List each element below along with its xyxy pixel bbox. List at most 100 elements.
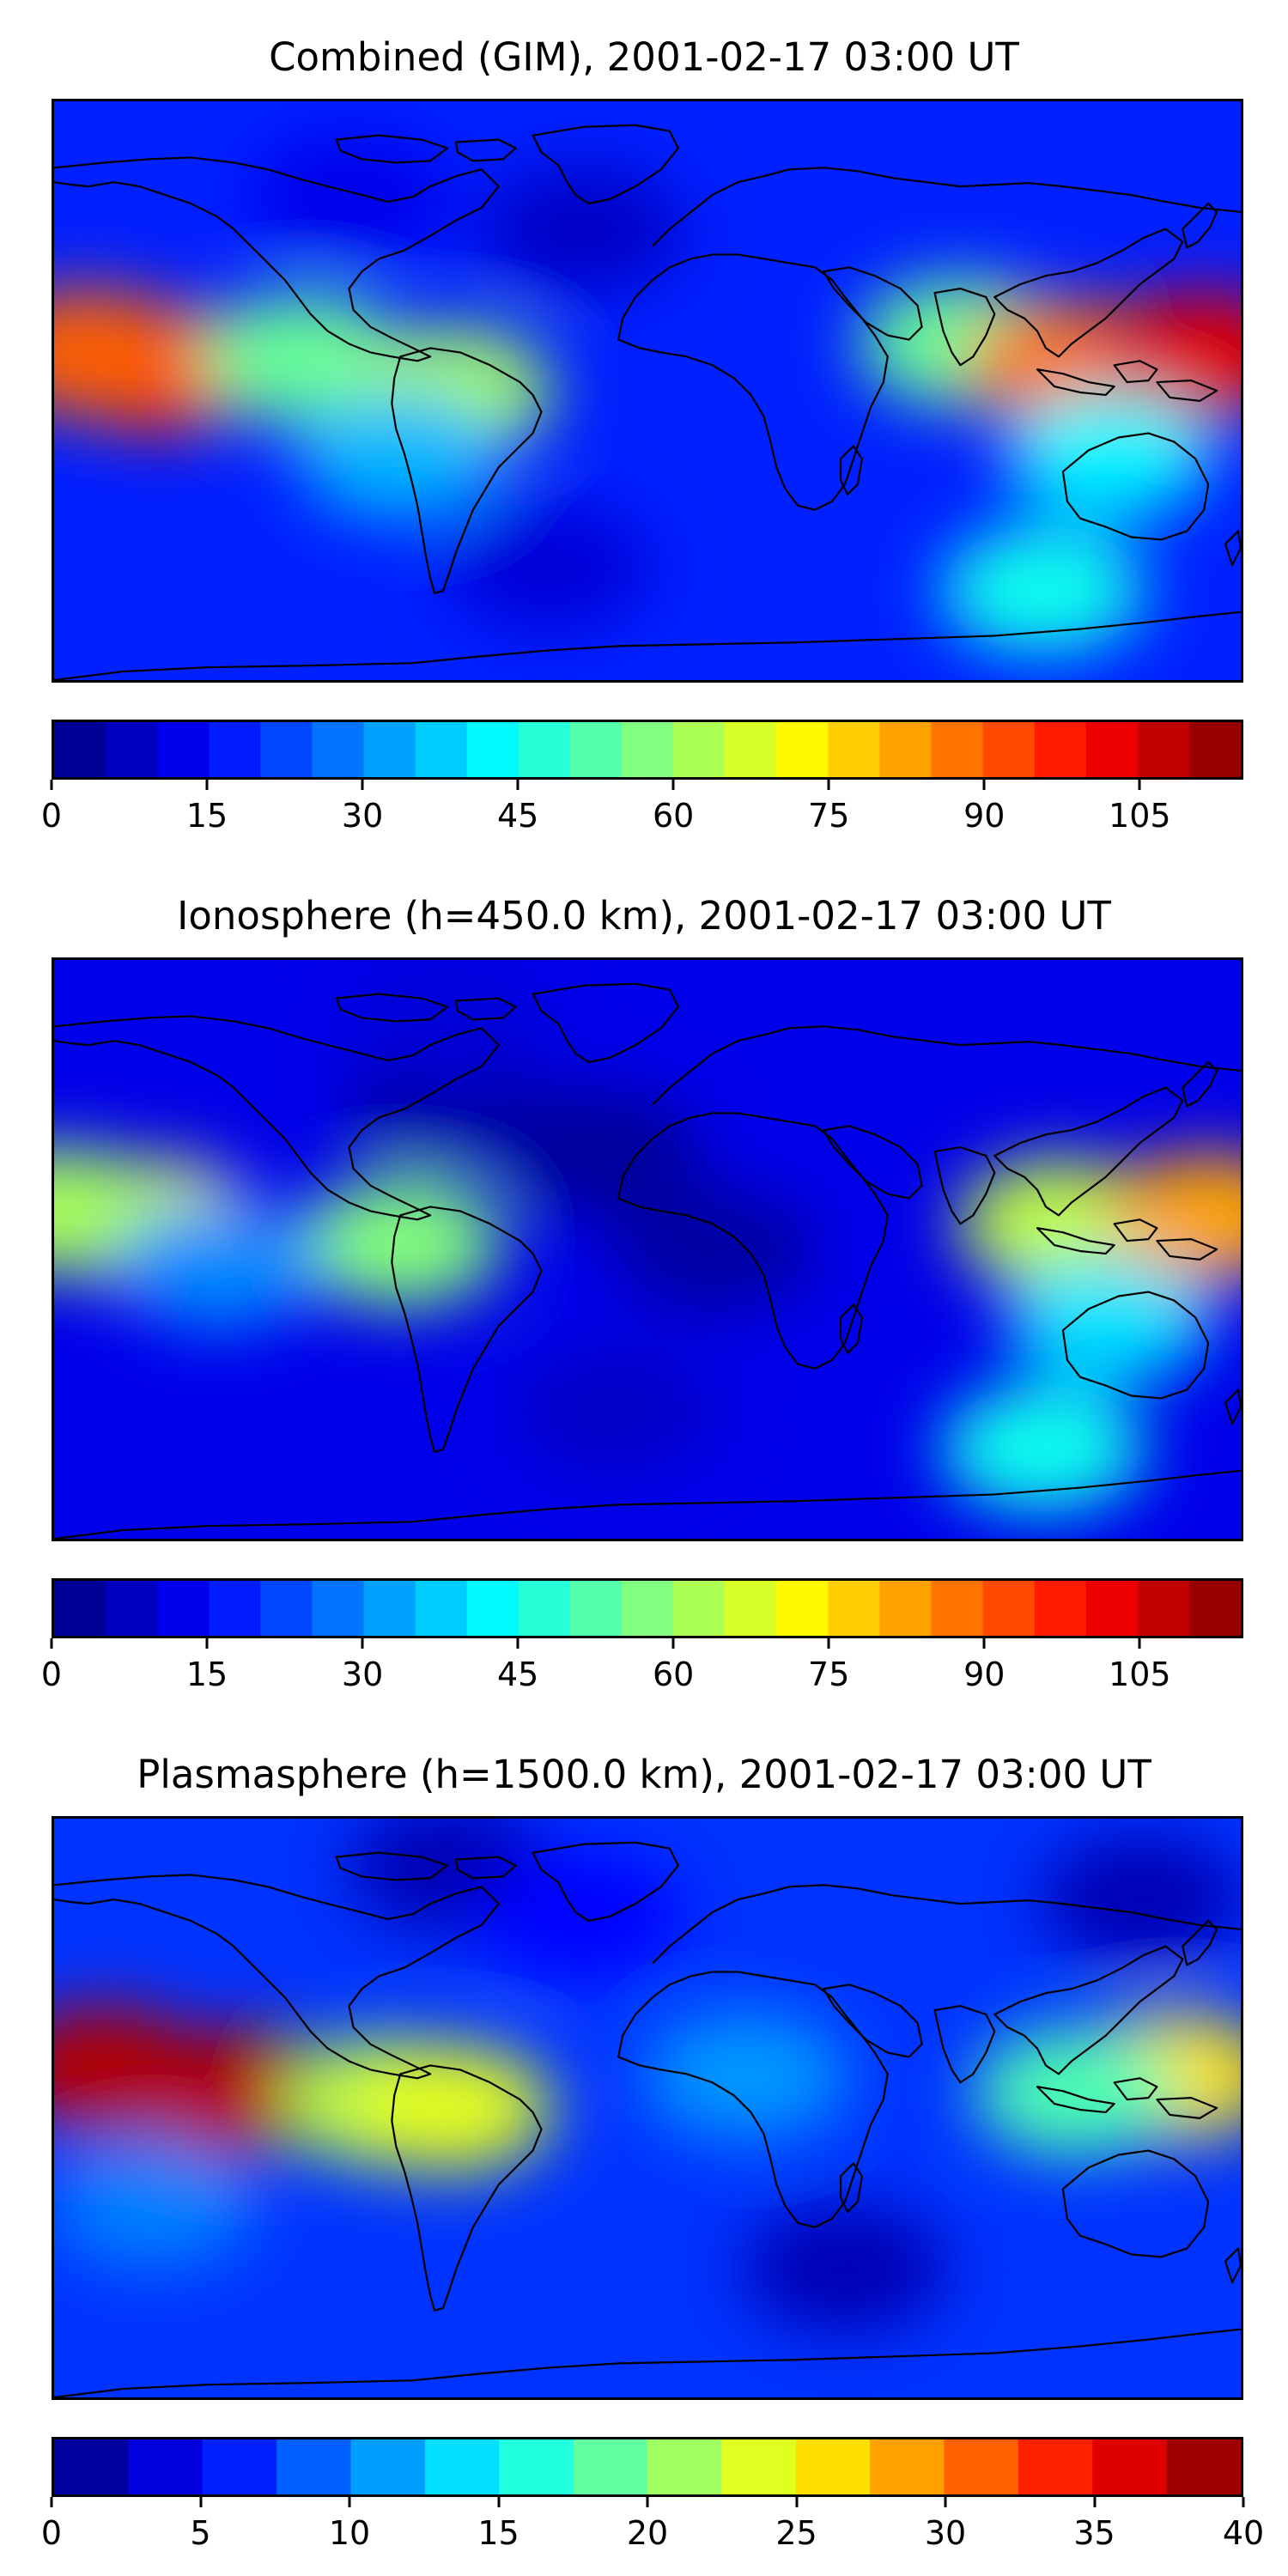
colorbar-ticks: 0 15 30 45 60 75 90 105	[41, 1638, 1243, 1698]
colorbar-bin	[725, 1581, 777, 1636]
colorbar-tick	[944, 2497, 947, 2507]
colorbar-bin	[54, 2439, 129, 2494]
colorbar-tick-label: 10	[328, 2514, 371, 2552]
colorbar-tick	[671, 780, 675, 790]
map-plot-area	[52, 957, 1243, 1541]
colorbar-bin	[157, 1581, 210, 1636]
chart-title: Combined (GIM), 2001-02-17 03:00 UT	[269, 34, 1019, 80]
heatmap-feature	[512, 1346, 718, 1474]
heatmap-feature	[940, 1384, 1146, 1513]
colorbar-bin	[1092, 2439, 1168, 2494]
colorbar-tick	[361, 780, 364, 790]
colorbar-bin	[944, 2439, 1019, 2494]
colorbar-tick	[516, 780, 519, 790]
colorbar-bin	[202, 2439, 277, 2494]
heatmap-feature	[973, 2027, 1179, 2156]
colorbar-bin	[931, 722, 984, 777]
heatmap-feature	[478, 166, 684, 295]
colorbar-bin	[1034, 722, 1087, 777]
map-plot-area	[52, 1816, 1243, 2400]
colorbar-bin	[931, 1581, 984, 1636]
colorbar-bin	[673, 722, 726, 777]
colorbar-tick-label: 45	[496, 1656, 539, 1693]
heatmap-svg	[54, 101, 1241, 680]
colorbar-tick-label: 40	[1222, 2514, 1265, 2552]
colorbar-bin	[982, 722, 1036, 777]
colorbar-tick-label: 15	[185, 797, 228, 835]
heatmap-feature	[940, 526, 1146, 654]
colorbar-bin	[518, 1581, 571, 1636]
colorbar-bin	[828, 1581, 880, 1636]
colorbar-tick-label: 0	[40, 1656, 63, 1693]
colorbar-tick-label: 30	[341, 797, 384, 835]
colorbar-bin	[573, 2439, 648, 2494]
colorbar-bin	[209, 1581, 261, 1636]
map-plot-area	[52, 99, 1243, 683]
colorbar-tick-label: 90	[963, 1656, 1005, 1693]
heatmap-feature	[643, 2012, 849, 2140]
colorbar-bin	[363, 1581, 416, 1636]
colorbar-tick	[982, 1638, 986, 1649]
colorbar-tick-label: 105	[1109, 1656, 1171, 1693]
colorbar-bin	[721, 2439, 797, 2494]
colorbar-tick	[646, 2497, 649, 2507]
colorbar-tick-label: 15	[477, 2514, 519, 2552]
colorbar-bin	[647, 2439, 722, 2494]
colorbar-bin	[870, 2439, 945, 2494]
heatmap-feature	[116, 1201, 322, 1330]
heatmap-feature	[1098, 291, 1241, 420]
colorbar-bin	[415, 722, 468, 777]
colorbar-tick	[516, 1638, 519, 1649]
colorbar-bin	[106, 1581, 158, 1636]
colorbar-bin	[312, 722, 365, 777]
colorbar-bin	[415, 1581, 468, 1636]
heatmap-feature	[54, 2141, 256, 2269]
colorbar-tick	[199, 2497, 202, 2507]
colorbar-bin	[157, 722, 210, 777]
colorbar-bin	[1034, 1581, 1087, 1636]
colorbar-tick	[1138, 780, 1141, 790]
panel-plasmasphere: Plasmasphere (h=1500.0 km), 2001-02-17 0…	[0, 1717, 1288, 2576]
heatmap-feature	[957, 1159, 1163, 1288]
heatmap-field	[54, 960, 1241, 1513]
colorbar-bin	[312, 1581, 365, 1636]
colorbar-tick-label: 30	[341, 1656, 384, 1693]
colorbar-bin	[776, 1581, 829, 1636]
colorbar-tick	[348, 2497, 351, 2507]
colorbar-tick	[50, 2497, 53, 2507]
colorbar-bin	[1166, 2439, 1241, 2494]
colorbar-bin	[424, 2439, 500, 2494]
heatmap-feature	[446, 503, 652, 632]
colorbar-tick-label: 0	[40, 797, 63, 835]
heatmap-feature	[1105, 1153, 1241, 1281]
colorbar-tick	[205, 780, 209, 790]
colorbar-svg	[54, 2439, 1241, 2494]
colorbar-tick	[497, 2497, 500, 2507]
colorbar-tick	[827, 780, 830, 790]
colorbar-tick	[671, 1638, 675, 1649]
colorbar-bin	[795, 2439, 871, 2494]
colorbar-tick	[795, 2497, 798, 2507]
colorbar-bin	[673, 1581, 726, 1636]
heatmap-svg	[54, 1819, 1241, 2397]
panel-ionosphere: Ionosphere (h=450.0 km), 2001-02-17 03:0…	[0, 859, 1288, 1717]
colorbar-bin	[54, 722, 106, 777]
colorbar-bin	[569, 722, 623, 777]
colorbar-bin	[621, 1581, 674, 1636]
colorbar-bin	[879, 722, 933, 777]
heatmap-feature	[347, 2044, 553, 2172]
colorbar-bin	[776, 722, 829, 777]
colorbar-bin	[260, 722, 313, 777]
colorbar-bin	[518, 722, 571, 777]
colorbar-ticks: 0 5 10 15 20 25 30 35 40	[41, 2497, 1264, 2557]
colorbar-tick-label: 105	[1109, 797, 1171, 835]
colorbar-tick-label: 75	[808, 1656, 850, 1693]
colorbar-tick-label: 60	[652, 1656, 695, 1693]
colorbar-svg	[54, 722, 1241, 777]
colorbar-bin	[828, 722, 880, 777]
colorbar-bin	[466, 722, 519, 777]
colorbar-tick-label: 35	[1073, 2514, 1115, 2552]
colorbar-tick-label: 0	[40, 2514, 63, 2552]
colorbar-bin	[1137, 1581, 1190, 1636]
colorbar	[52, 1578, 1243, 1638]
